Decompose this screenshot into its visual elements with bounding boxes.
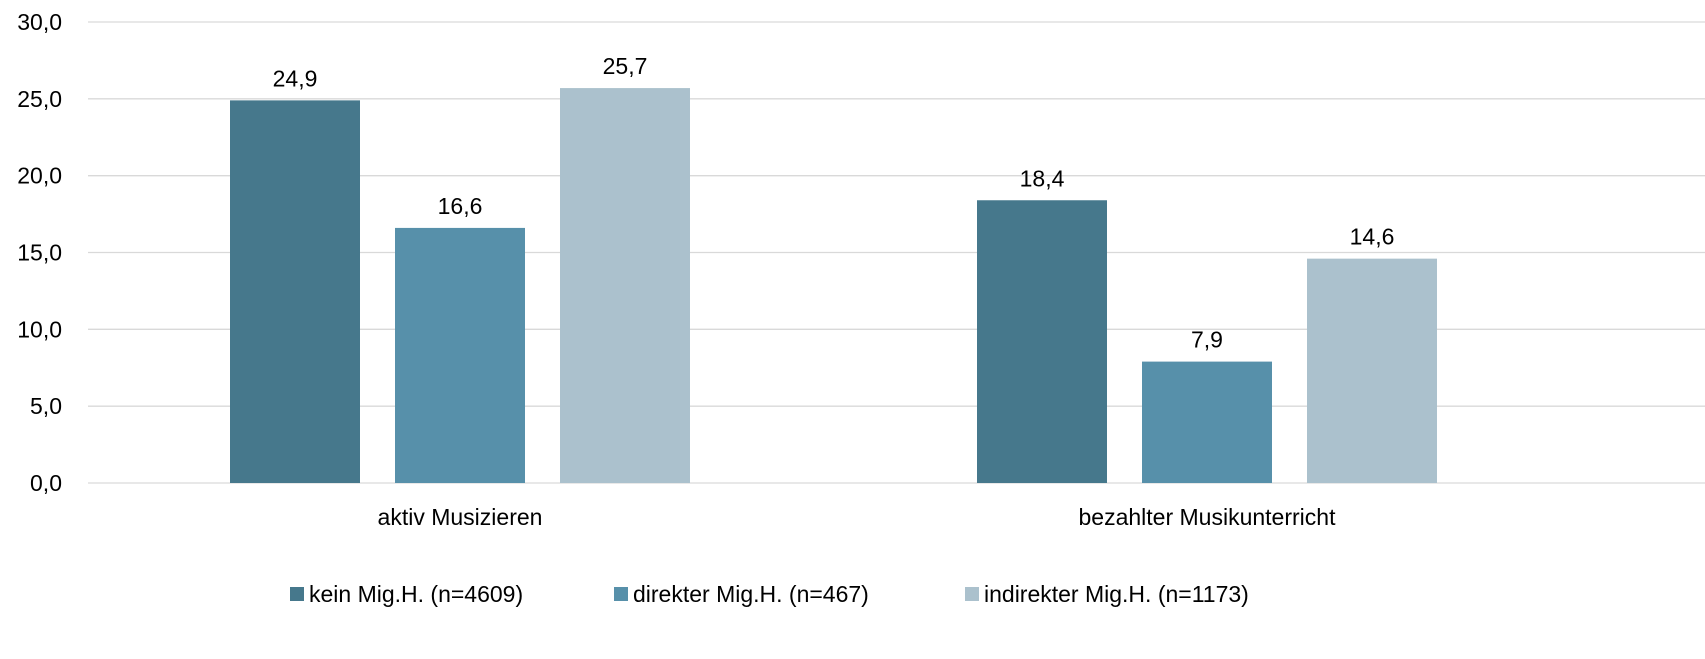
y-tick-label: 30,0 <box>17 9 62 35</box>
x-axis-category-labels: aktiv Musizieren bezahlter Musikunterrich… <box>378 504 1337 530</box>
data-label: 7,9 <box>1191 327 1223 353</box>
data-label: 14,6 <box>1350 224 1395 250</box>
data-label: 16,6 <box>438 193 483 219</box>
x-category-label: bezahlter Musikunterricht <box>1079 504 1337 530</box>
legend-item: indirekter Mig.H. (n=1173) <box>965 581 1249 607</box>
y-tick-label: 15,0 <box>17 240 62 266</box>
bar <box>230 100 360 484</box>
legend-item: direkter Mig.H. (n=467) <box>614 581 869 607</box>
y-tick-label: 5,0 <box>30 393 62 419</box>
y-tick-label: 20,0 <box>17 163 62 189</box>
data-label: 24,9 <box>273 65 318 91</box>
legend-label: direkter Mig.H. (n=467) <box>633 581 869 607</box>
y-tick-label: 25,0 <box>17 86 62 112</box>
data-labels: 24,9 16,6 25,7 18,4 7,9 14,6 <box>273 53 1395 353</box>
data-label: 18,4 <box>1020 165 1065 191</box>
data-label: 25,7 <box>603 53 648 79</box>
bar <box>560 88 690 484</box>
bars <box>230 88 1437 484</box>
x-category-label: aktiv Musizieren <box>378 504 543 530</box>
bar <box>1142 361 1272 483</box>
y-tick-label: 0,0 <box>30 470 62 496</box>
legend-item: kein Mig.H. (n=4609) <box>290 581 523 607</box>
legend-swatch <box>614 587 628 601</box>
legend-label: indirekter Mig.H. (n=1173) <box>984 581 1249 607</box>
bar <box>395 227 525 483</box>
legend: kein Mig.H. (n=4609) direkter Mig.H. (n=4… <box>290 581 1249 607</box>
legend-swatch <box>290 587 304 601</box>
bar <box>977 200 1107 483</box>
y-tick-label: 10,0 <box>17 316 62 342</box>
bar <box>1307 258 1437 483</box>
legend-label: kein Mig.H. (n=4609) <box>309 581 523 607</box>
y-axis-tick-labels: 0,0 5,0 10,0 15,0 20,0 25,0 30,0 <box>17 9 62 496</box>
legend-swatch <box>965 587 979 601</box>
